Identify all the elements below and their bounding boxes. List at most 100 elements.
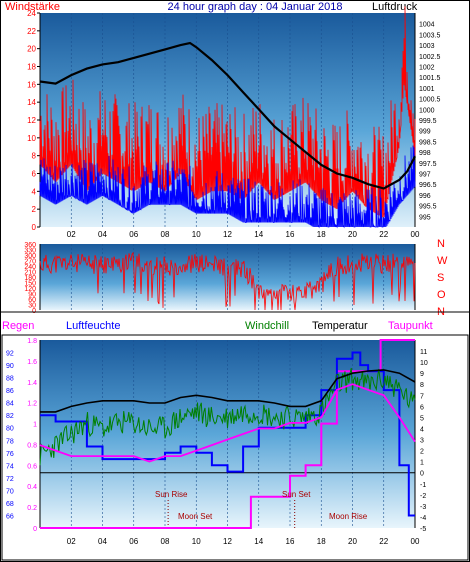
bottom-x-tick-label: 20 <box>348 537 357 546</box>
pressure-tick-label: 1000 <box>419 107 435 114</box>
wind-tick-label: 20 <box>27 45 36 54</box>
pressure-tick-label: 996 <box>419 193 431 200</box>
regen-tick-label: 0.6 <box>27 463 37 470</box>
wind-tick-label: 14 <box>27 98 36 107</box>
wind-tick-label: 0 <box>32 223 37 232</box>
regen-tick-label: 0 <box>33 526 37 533</box>
temperature-tick-label: 3 <box>420 438 424 445</box>
legend-luftfeuchte: Luftfeuchte <box>66 320 120 332</box>
series-temperatur <box>40 369 416 413</box>
annotation-sun-set: Sun Set <box>282 490 311 499</box>
pressure-tick-label: 995.5 <box>419 204 437 211</box>
pressure-tick-label: 1004 <box>419 22 435 29</box>
top-x-tick-label: 18 <box>317 230 326 239</box>
legend-windchill: Windchill <box>245 320 289 332</box>
pressure-tick-label: 997 <box>419 172 431 179</box>
humidity-tick-label: 78 <box>6 438 14 445</box>
temperature-tick-label: 5 <box>420 415 424 422</box>
pressure-wind-plot-area <box>40 13 415 227</box>
pressure-tick-label: 999.5 <box>419 118 437 125</box>
bottom-x-tick-label: 06 <box>129 537 138 546</box>
pressure-tick-label: 997.5 <box>419 161 437 168</box>
bottom-x-tick-label: 22 <box>379 537 388 546</box>
temperature-tick-label: 4 <box>420 426 424 433</box>
pressure-tick-label: 995 <box>419 214 431 221</box>
pressure-tick-label: 999 <box>419 129 431 136</box>
compass-label: N <box>437 238 445 250</box>
mid-series <box>39 251 416 311</box>
wind-tick-label: 8 <box>32 152 37 161</box>
regen-axis-ticks: 0 0.2 0.4 0.6 0.8 1 1.2 1.4 1.6 1.8 <box>27 338 37 533</box>
top-x-tick-label: 08 <box>161 230 170 239</box>
wind-tick-label: 2 <box>32 205 37 214</box>
regen-tick-label: 1.6 <box>27 359 37 366</box>
wind-tick-label: 4 <box>32 187 37 196</box>
humidity-tick-label: 82 <box>6 413 14 420</box>
pressure-tick-label: 1001 <box>419 86 435 93</box>
humidity-tick-label: 90 <box>6 363 14 370</box>
bottom-x-tick-label: 04 <box>98 537 107 546</box>
pressure-tick-label: 1002.5 <box>419 54 441 61</box>
temperature-tick-label: 1 <box>420 460 424 467</box>
temperature-tick-label: 11 <box>420 349 427 356</box>
wind-tick-label: 10 <box>27 134 36 143</box>
pressure-tick-label: 1003.5 <box>419 32 441 39</box>
top-x-tick-label: 06 <box>129 230 138 239</box>
bottom-x-tick-label: 08 <box>161 537 170 546</box>
series-luftdruck <box>39 41 416 190</box>
wind-tick-label: 12 <box>27 116 36 125</box>
top-x-tick-label: 20 <box>348 230 357 239</box>
direction-tick-label: 330 <box>24 248 36 255</box>
regen-tick-label: 0.2 <box>27 505 37 512</box>
top-x-tick-label: 16 <box>286 230 295 239</box>
pressure-tick-label: 996.5 <box>419 182 437 189</box>
humidity-tick-label: 72 <box>6 476 14 483</box>
pressure-tick-label: 1003 <box>419 43 435 50</box>
direction-tick-label: 150 <box>24 281 36 288</box>
humidity-tick-label: 84 <box>6 401 14 408</box>
temperature-tick-label: 9 <box>420 371 424 378</box>
direction-tick-label: 240 <box>24 264 36 271</box>
direction-tick-label: 270 <box>24 259 36 266</box>
humidity-tick-label: 70 <box>6 488 14 495</box>
annotation-sun-rise: Sun Rise <box>155 490 188 499</box>
temperature-tick-label: -5 <box>420 526 426 533</box>
legend-regen: Regen <box>2 320 34 332</box>
direction-tick-label: 90 <box>28 292 36 299</box>
direction-tick-label: 210 <box>24 270 36 277</box>
top-x-tick-label: 04 <box>98 230 107 239</box>
humidity-tick-label: 80 <box>6 426 14 433</box>
temperature-tick-label: -4 <box>420 515 426 522</box>
legend-taupunkt: Taupunkt <box>388 320 433 332</box>
bottom-series <box>39 339 416 529</box>
temperature-tick-label: -1 <box>420 482 426 489</box>
regen-tick-label: 1.4 <box>27 380 37 387</box>
bottom-x-tick-label: 00 <box>411 537 420 546</box>
series-windchill <box>39 367 416 466</box>
temperature-axis-ticks: -5 -4 -3 -2 -1 0 1 2 3 4 5 6 7 8 9 10 11 <box>420 349 428 533</box>
humidity-tick-label: 88 <box>6 376 14 383</box>
bottom-x-tick-label: 10 <box>192 537 201 546</box>
humidity-tick-label: 74 <box>6 463 14 470</box>
top-x-tick-label: 00 <box>411 230 420 239</box>
humidity-tick-label: 76 <box>6 451 14 458</box>
direction-tick-label: 60 <box>28 297 36 304</box>
pressure-tick-label: 998.5 <box>419 139 437 146</box>
pressure-tick-label: 1000.5 <box>419 97 441 104</box>
bottom-x-tick-label: 12 <box>223 537 232 546</box>
temperature-tick-label: 0 <box>420 471 424 478</box>
wind-tick-label: 24 <box>27 9 36 18</box>
pressure-tick-label: 1002 <box>419 65 435 72</box>
wind-tick-label: 18 <box>27 63 36 72</box>
bottom-frame <box>1 334 469 561</box>
wind-axis-title: Windstärke <box>5 1 60 13</box>
bottom-x-tick-label: 14 <box>254 537 263 546</box>
top-x-tick-label: 14 <box>254 230 263 239</box>
regen-tick-label: 0.4 <box>27 484 37 491</box>
wind-tick-label: 22 <box>27 27 36 36</box>
top-x-axis-ticks: 02 04 06 08 10 12 14 16 18 20 22 00 <box>67 230 420 239</box>
